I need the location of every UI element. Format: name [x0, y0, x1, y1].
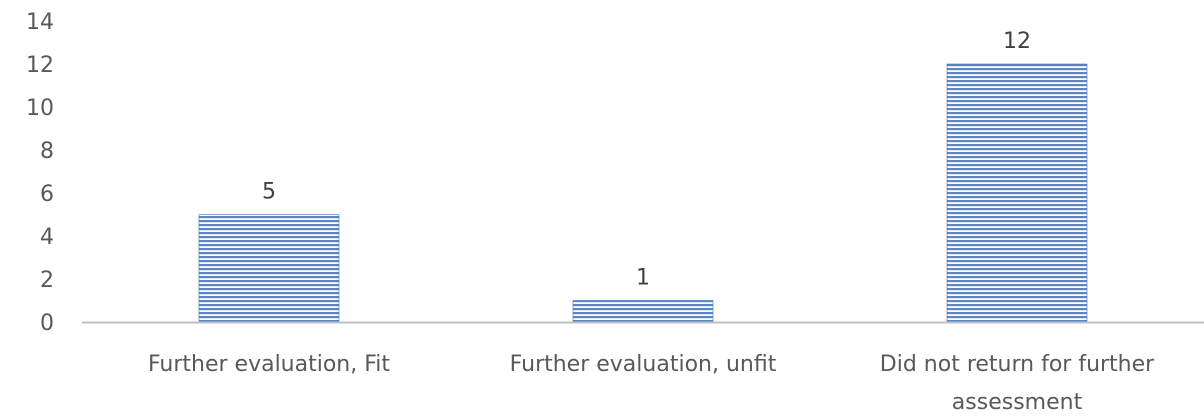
y-tick-label: 6: [40, 182, 54, 207]
y-tick-label: 2: [40, 268, 54, 293]
y-tick-label: 8: [40, 139, 54, 164]
y-tick-label: 4: [40, 225, 54, 250]
data-label: 1: [636, 266, 650, 291]
y-tick-label: 0: [40, 311, 54, 336]
x-axis-categories: Further evaluation, Fit Further evaluatio…: [148, 352, 1155, 415]
y-tick-label: 10: [26, 96, 54, 121]
bar: [572, 300, 714, 323]
x-category-label: Further evaluation, unfit: [510, 352, 777, 377]
x-category-label: assessment: [952, 390, 1083, 415]
bars: [198, 63, 1088, 323]
x-category-label: Did not return for further: [880, 352, 1155, 377]
y-axis-ticks: 0 2 4 6 8 10 12 14: [26, 10, 54, 336]
data-labels: 5 1 12: [262, 29, 1031, 291]
data-label: 5: [262, 180, 276, 205]
x-category-label: Further evaluation, Fit: [148, 352, 390, 377]
bar: [946, 63, 1088, 323]
data-label: 12: [1003, 29, 1031, 54]
bar: [198, 214, 340, 323]
y-tick-label: 14: [26, 10, 54, 35]
y-tick-label: 12: [26, 53, 54, 78]
